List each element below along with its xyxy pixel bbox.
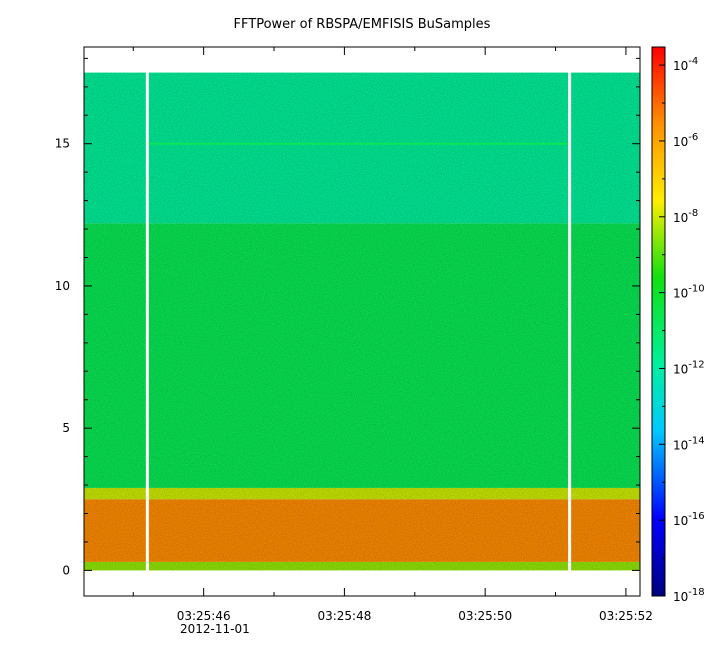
colorbar-axis: 10-4 10-6 10-8 10-10 10-12 10-14 10-16 10-18 (659, 56, 705, 604)
y-tick-label: 15 (55, 137, 70, 151)
x-axis-date-label: 2012-11-01 (180, 622, 250, 636)
x-tick-label: 03:25:50 (458, 609, 512, 623)
y-tick-label: 5 (62, 421, 70, 435)
colorbar-tick-label: 10-6 (673, 132, 698, 149)
spectrogram-image (84, 71, 640, 572)
colorbar (651, 46, 666, 597)
colorbar-tick-label: 10-8 (673, 208, 698, 225)
x-axis: 03:25:46 03:25:48 03:25:50 03:25:52 (132, 47, 653, 623)
colorbar-tick-label: 10-10 (673, 284, 705, 301)
plot-area-frame (83, 46, 641, 597)
colorbar-tick-label: 10-16 (673, 511, 705, 528)
x-tick-label: 03:25:52 (599, 609, 653, 623)
y-axis: 0 5 10 15 (55, 57, 640, 577)
colorbar-tick-label: 10-14 (673, 435, 705, 452)
y-tick-label: 0 (62, 563, 70, 577)
spectrogram-texture (84, 72, 640, 571)
y-tick-label: 10 (55, 279, 70, 293)
chart-title: FFTPower of RBSPA/EMFISIS BuSamples (233, 17, 491, 32)
x-tick-label: 03:25:46 (177, 609, 231, 623)
colorbar-tick-label: 10-18 (673, 587, 705, 604)
colorbar-tick-label: 10-4 (673, 56, 698, 73)
data-gap-0 (145, 71, 149, 572)
data-gap-1 (568, 71, 572, 572)
x-tick-label: 03:25:48 (317, 609, 371, 623)
colorbar-tick-label: 10-12 (673, 359, 705, 376)
